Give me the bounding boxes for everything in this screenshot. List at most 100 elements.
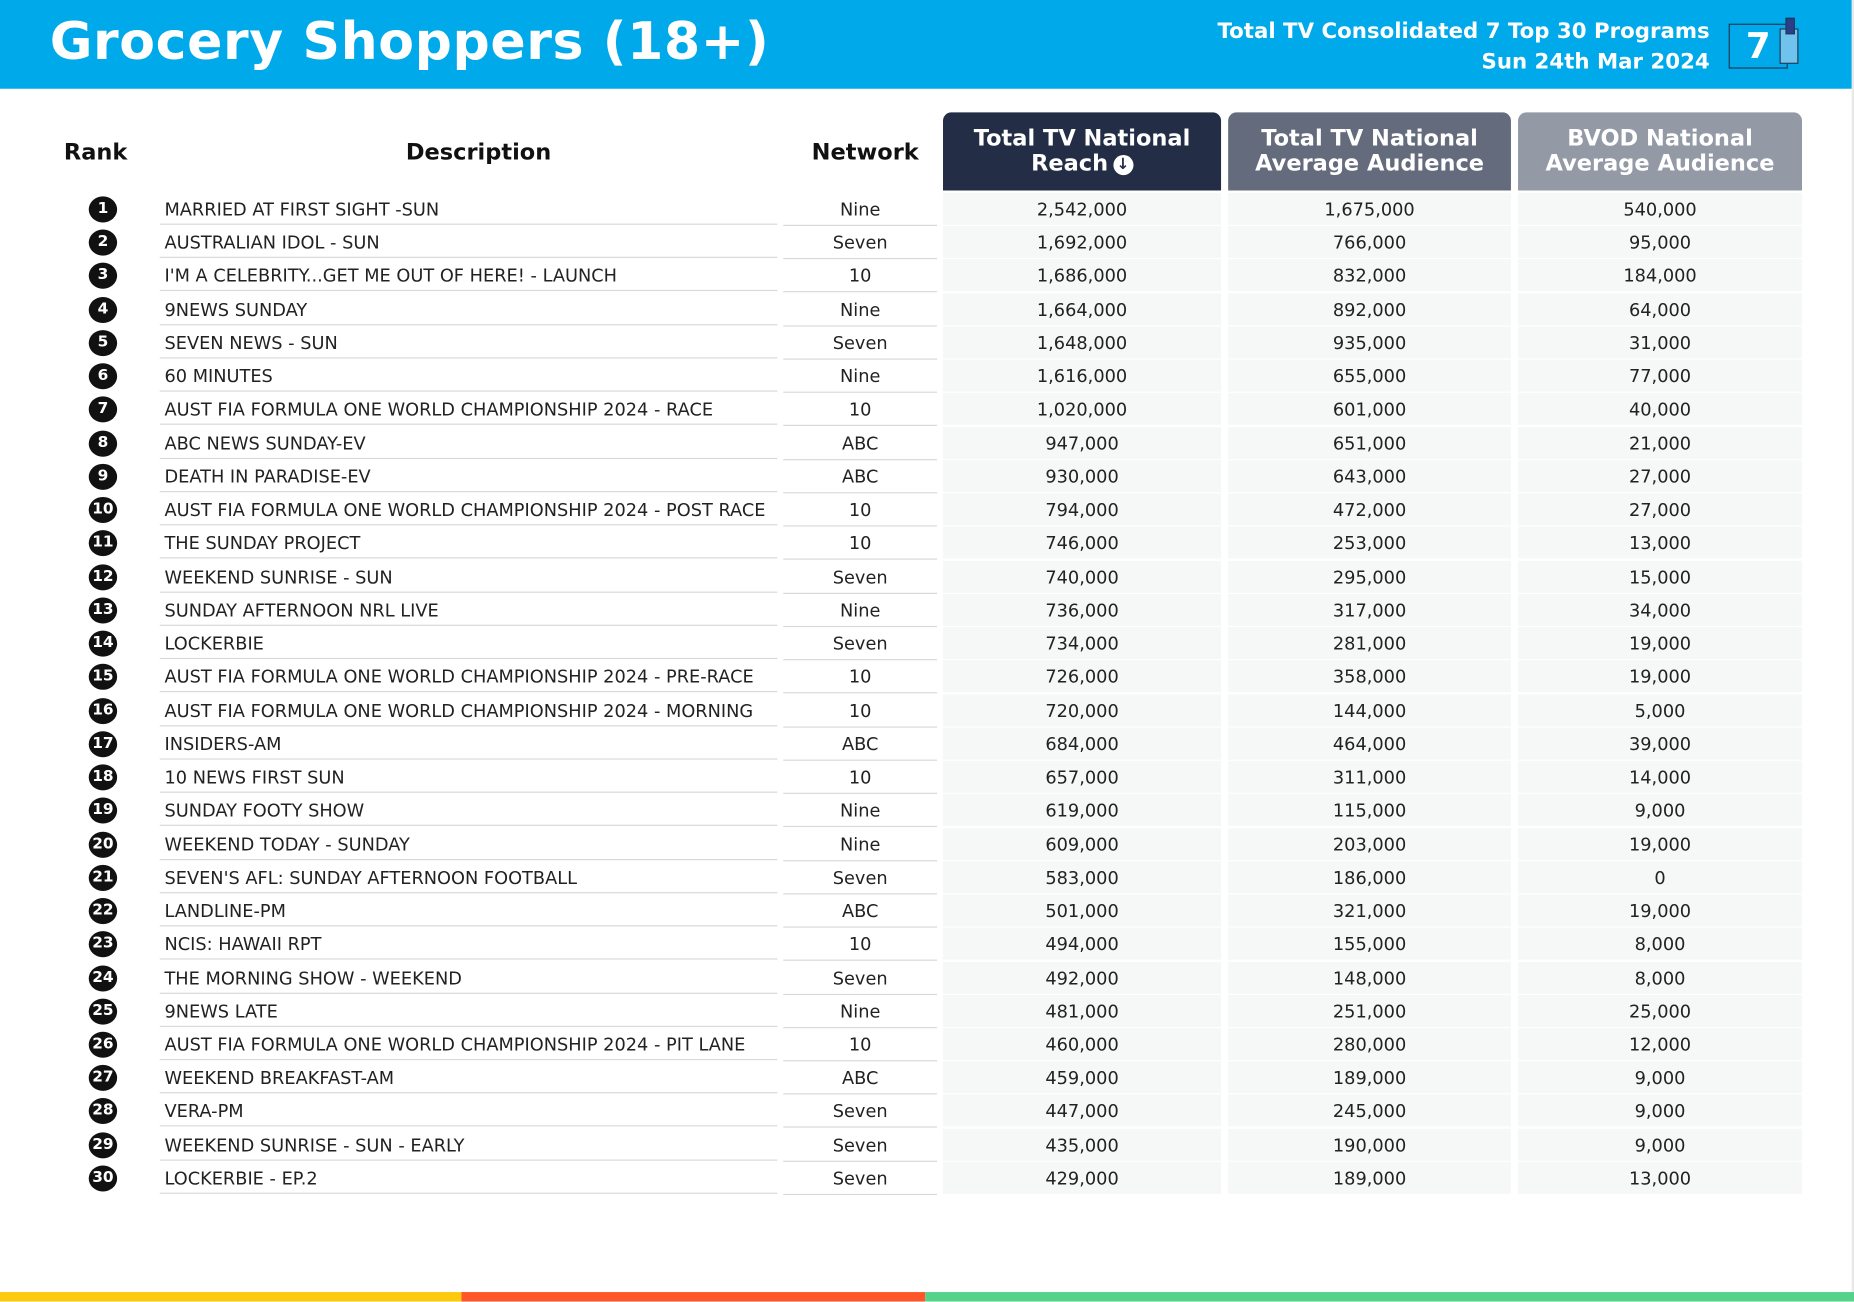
sort-descending-icon[interactable]: ↓: [1112, 154, 1133, 176]
bvod-value: 25,000: [1518, 994, 1803, 1028]
table-row: 25 9NEWS LATE Nine 481,000 251,000 25,000: [0, 994, 1854, 1028]
avg-header-line2: Average Audience: [1255, 150, 1485, 177]
network: ABC: [783, 427, 938, 460]
bvod-value: 77,000: [1518, 359, 1803, 394]
avg-audience-value: 317,000: [1228, 593, 1511, 627]
program-description: INSIDERS-AM: [159, 727, 778, 760]
avg-audience-value: 281,000: [1228, 627, 1511, 661]
logo-number: 7: [1728, 23, 1788, 69]
rank-badge: 12: [88, 563, 118, 590]
program-description: SEVEN NEWS - SUN: [159, 327, 778, 359]
avg-audience-value: 189,000: [1228, 1161, 1511, 1195]
avg-audience-value: 295,000: [1228, 560, 1511, 594]
network: Nine: [783, 828, 938, 861]
reach-value: 740,000: [943, 560, 1222, 594]
program-description: 9NEWS SUNDAY: [159, 293, 778, 326]
network: Nine: [783, 794, 938, 828]
avg-audience-value: 358,000: [1228, 660, 1511, 694]
col-header-reach[interactable]: Total TV National Reach ↓: [943, 112, 1222, 191]
reach-value: 429,000: [943, 1161, 1222, 1195]
reach-value: 1,692,000: [943, 226, 1222, 260]
program-description: THE SUNDAY PROJECT: [159, 527, 778, 559]
reach-value: 460,000: [943, 1028, 1222, 1062]
bvod-value: 5,000: [1518, 694, 1803, 728]
col-header-rank: Rank: [63, 139, 128, 166]
table-row: 22 LANDLINE-PM ABC 501,000 321,000 19,000: [0, 894, 1854, 928]
bvod-value: 8,000: [1518, 961, 1803, 995]
reach-value: 481,000: [943, 994, 1222, 1028]
rank-badge: 16: [88, 697, 118, 724]
program-description: 9NEWS LATE: [159, 995, 778, 1027]
avg-audience-value: 311,000: [1228, 760, 1511, 795]
bvod-value: 184,000: [1518, 259, 1803, 293]
rank-badge: 3: [88, 263, 118, 290]
rank-badge: 28: [88, 1098, 118, 1125]
table-row: 18 10 NEWS FIRST SUN 10 657,000 311,000 14,00…: [0, 760, 1854, 795]
table-row: 15 AUST FIA FORMULA ONE WORLD CHAMPIONSHI…: [0, 660, 1854, 694]
table-row: 14 LOCKERBIE Seven 734,000 281,000 19,000: [0, 627, 1854, 661]
col-header-bvod[interactable]: BVOD National Average Audience: [1518, 112, 1803, 191]
table-row: 10 AUST FIA FORMULA ONE WORLD CHAMPIONSHI…: [0, 493, 1854, 527]
program-description: AUST FIA FORMULA ONE WORLD CHAMPIONSHIP …: [159, 494, 778, 526]
bvod-value: 19,000: [1518, 827, 1803, 861]
reach-value: 746,000: [943, 526, 1222, 561]
avg-audience-value: 280,000: [1228, 1028, 1511, 1062]
bvod-value: 64,000: [1518, 293, 1803, 327]
rank-badge: 17: [88, 731, 118, 758]
rank-badge: 23: [88, 931, 118, 958]
network: 10: [783, 928, 938, 962]
avg-audience-value: 935,000: [1228, 326, 1511, 360]
rank-badge: 7: [88, 396, 118, 423]
bvod-value: 19,000: [1518, 894, 1803, 928]
avg-header-line1: Total TV National: [1261, 125, 1478, 152]
table-row: 20 WEEKEND TODAY - SUNDAY Nine 609,000 203,0…: [0, 827, 1854, 861]
network: Seven: [783, 1162, 938, 1195]
rank-badge: 8: [88, 430, 118, 457]
rank-badge: 27: [88, 1065, 118, 1092]
program-description: DEATH IN PARADISE-EV: [159, 460, 778, 493]
network: Nine: [783, 995, 938, 1028]
reach-value: 720,000: [943, 694, 1222, 728]
bvod-value: 13,000: [1518, 1161, 1803, 1195]
bvod-value: 27,000: [1518, 460, 1803, 494]
reach-value: 947,000: [943, 426, 1222, 460]
reach-value: 459,000: [943, 1061, 1222, 1095]
program-description: LANDLINE-PM: [159, 895, 778, 927]
page-title: Grocery Shoppers (18+): [49, 11, 770, 73]
reach-value: 1,648,000: [943, 326, 1222, 360]
rank-badge: 2: [88, 229, 118, 256]
program-description: 60 MINUTES: [159, 360, 778, 392]
rank-badge: 5: [88, 330, 118, 357]
report-date: Sun 24th Mar 2024: [1481, 49, 1710, 75]
program-description: LOCKERBIE: [159, 627, 778, 660]
program-description: SUNDAY AFTERNOON NRL LIVE: [159, 594, 778, 626]
rank-badge: 25: [88, 998, 118, 1025]
network: Seven: [783, 627, 938, 661]
program-description: WEEKEND SUNRISE - SUN: [159, 560, 778, 593]
reach-value: 1,686,000: [943, 259, 1222, 293]
reach-value: 1,664,000: [943, 293, 1222, 327]
footer-bar-green: [925, 1292, 1854, 1302]
program-description: VERA-PM: [159, 1095, 778, 1127]
col-header-avg-audience[interactable]: Total TV National Average Audience: [1228, 112, 1511, 191]
avg-audience-value: 321,000: [1228, 894, 1511, 928]
network: ABC: [783, 727, 938, 761]
bvod-value: 19,000: [1518, 660, 1803, 694]
reach-value: 726,000: [943, 660, 1222, 694]
avg-audience-value: 892,000: [1228, 293, 1511, 327]
network: 10: [783, 260, 938, 293]
bvod-value: 19,000: [1518, 627, 1803, 661]
avg-audience-value: 472,000: [1228, 493, 1511, 527]
reach-value: 930,000: [943, 460, 1222, 494]
table-row: 8 ABC NEWS SUNDAY-EV ABC 947,000 651,000 21,0…: [0, 426, 1854, 460]
program-description: THE MORNING SHOW - WEEKEND: [159, 961, 778, 994]
table-row: 24 THE MORNING SHOW - WEEKEND Seven 492,000…: [0, 961, 1854, 995]
table-row: 11 THE SUNDAY PROJECT 10 746,000 253,000 13,0…: [0, 526, 1854, 561]
reach-value: 657,000: [943, 760, 1222, 795]
bvod-value: 13,000: [1518, 526, 1803, 561]
network: 10: [783, 761, 938, 795]
program-description: AUST FIA FORMULA ONE WORLD CHAMPIONSHIP …: [159, 393, 778, 426]
network: Seven: [783, 226, 938, 260]
program-description: WEEKEND BREAKFAST-AM: [159, 1062, 778, 1094]
network: 10: [783, 494, 938, 527]
